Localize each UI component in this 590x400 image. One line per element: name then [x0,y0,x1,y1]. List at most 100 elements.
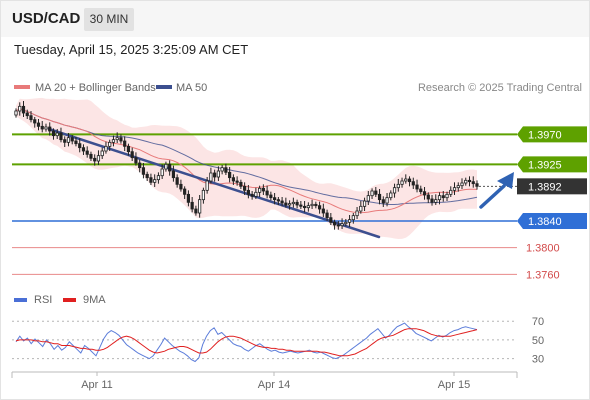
candle-body [138,162,142,169]
candle [437,192,442,205]
candle [396,179,400,192]
candle-body [437,195,442,201]
candle [111,135,116,147]
candle-body [314,203,318,207]
candle [44,123,48,132]
candle [153,174,157,187]
candle [183,186,187,199]
candle-body [126,145,131,153]
candle-body [269,194,273,199]
candle-body [265,190,269,196]
candle-body [228,171,232,179]
candle-body [115,137,119,141]
candle-body [419,188,423,193]
candle-body [377,193,382,201]
candle-body [134,157,138,164]
candle [190,197,194,213]
candle-body [332,221,337,226]
rsi-lines [15,322,478,363]
candle-body [344,221,348,225]
candle-body [415,184,419,190]
candle [254,187,258,199]
candle-body [366,195,370,202]
candle [70,135,74,145]
candle-body [392,187,397,194]
candle [89,151,93,161]
candle [460,178,464,189]
candle [243,182,247,195]
candle [441,191,445,202]
candle [164,161,168,172]
candle-body [213,172,217,178]
candle-body [407,178,412,183]
candle-body [18,105,22,112]
candle [392,183,397,198]
candle [381,196,385,207]
candle [145,171,149,181]
candle [273,193,277,205]
candle-body [55,132,59,137]
rsi-line [15,322,478,363]
candle-body [396,183,400,189]
candle-body [452,187,457,191]
legend-ma50-label: MA 50 [176,82,207,94]
timeframe-badge[interactable]: 30 MIN [84,8,134,31]
candle [389,190,393,201]
candle-body [400,180,404,185]
candle [430,195,434,206]
candle [291,197,295,208]
candle [141,163,146,179]
candle-body [302,205,307,209]
candle-body [235,180,239,183]
legend-ma20-swatch [14,85,30,89]
candle [306,202,310,212]
legend-rsi-swatch [14,298,27,302]
candle-body [40,125,44,130]
forecast-arrow-head [497,172,514,189]
candle [175,174,179,188]
candle [299,201,303,209]
candle-body [63,139,67,143]
candle-body [220,167,224,172]
candle [108,139,112,151]
candle-body [89,153,93,159]
x-tick-apr15: Apr 15 [438,379,470,391]
candle [295,199,299,209]
candle [100,147,104,159]
candle-body [404,178,408,182]
candle [198,195,202,218]
candle [415,179,419,193]
candle [205,177,209,194]
candle [156,172,161,184]
rsi-grid: 70 50 30 [12,316,544,366]
candle [314,201,318,209]
resistance-tag-0 [517,126,587,143]
candle-body [168,163,172,172]
candle-body [258,187,262,193]
candle-body [291,201,295,205]
candle [235,176,239,186]
current-price-label: 1.3892 [528,181,562,193]
forecast-arrow [479,172,514,209]
candle [85,146,89,158]
candle [344,219,348,227]
candle [258,185,262,197]
candle-body [164,163,168,170]
candle [228,167,232,183]
candle-body [194,208,198,214]
candle-body [104,145,108,152]
candle [63,136,67,147]
candle-body [422,191,427,196]
candle-body [201,189,205,201]
candle-body [254,191,258,197]
candle-body [44,126,48,130]
candle [452,182,457,195]
candle-body [389,192,393,199]
candle [370,188,374,199]
candle-body [288,203,292,206]
candle-body [471,181,475,185]
candle [115,132,119,143]
candle [239,179,243,189]
candle [168,160,172,176]
candle [310,199,314,209]
